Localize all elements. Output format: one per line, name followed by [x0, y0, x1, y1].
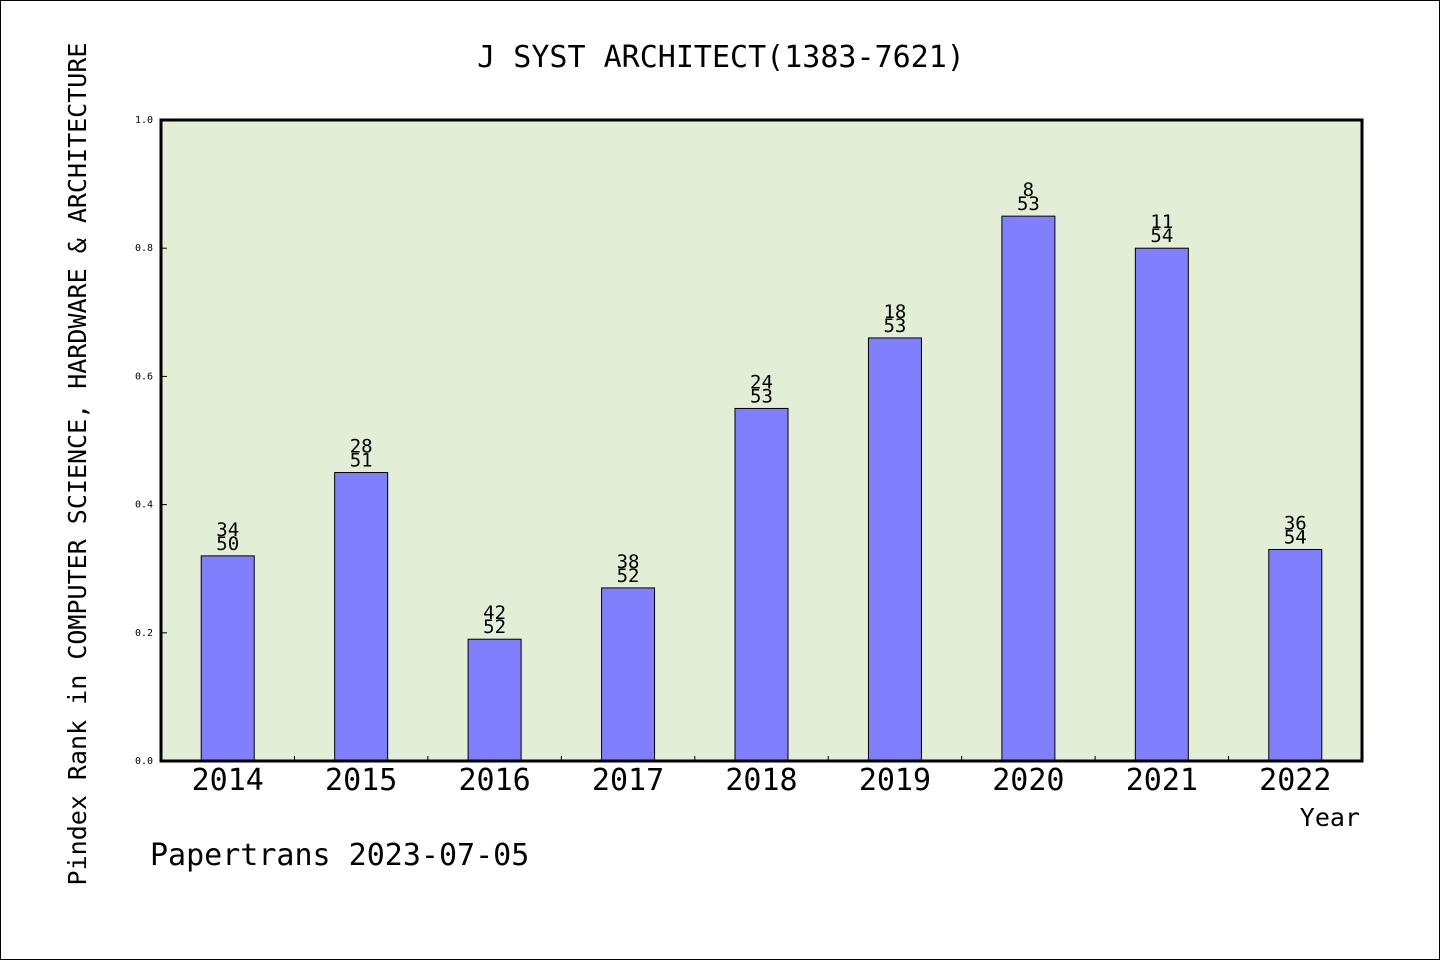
- bar-2014: [200, 555, 255, 762]
- bar-2015: [334, 472, 389, 762]
- bar-total-label-2019: 53: [883, 315, 906, 337]
- bar-rank-label-2018: 24: [750, 371, 773, 393]
- y-tick-label-0.0: 0.0: [135, 756, 153, 767]
- y-tick-label-0.4: 0.4: [135, 500, 153, 511]
- bar-total-label-2020: 53: [1017, 193, 1040, 215]
- x-tick-label-2018: 2018: [725, 763, 797, 798]
- x-tick-label-2020: 2020: [992, 763, 1064, 798]
- y-tick-label-0.8: 0.8: [135, 243, 153, 254]
- x-tick-label-2021: 2021: [1126, 763, 1198, 798]
- y-axis-label: Pindex Rank in COMPUTER SCIENCE, HARDWAR…: [63, 43, 92, 886]
- bar-rank-label-2015: 28: [350, 436, 373, 458]
- x-axis-label: Year: [1300, 803, 1360, 832]
- x-tick-label-2017: 2017: [592, 763, 664, 798]
- bar-group: [200, 215, 1323, 762]
- bar-total-label-2014: 50: [216, 533, 239, 555]
- bar-rank-label-2020: 8: [1023, 179, 1034, 201]
- bar-rank-label-2022: 36: [1284, 512, 1307, 534]
- bar-rank-label-2014: 34: [216, 519, 239, 541]
- bar-total-label-2022: 54: [1284, 526, 1307, 548]
- y-tick-label-1.0: 1.0: [135, 115, 153, 126]
- bar-rank-label-2021: 11: [1150, 211, 1173, 233]
- x-tick-label-2016: 2016: [458, 763, 530, 798]
- y-tick-label-0.2: 0.2: [135, 628, 153, 639]
- bar-total-label-2021: 54: [1150, 225, 1173, 247]
- plot-frame: [159, 118, 1364, 763]
- x-tick-label-2022: 2022: [1259, 763, 1331, 798]
- footer-credit: Papertrans 2023-07-05: [150, 838, 529, 873]
- bar-2017: [601, 587, 656, 762]
- bar-total-label-2017: 52: [617, 565, 640, 587]
- bar-2021: [1134, 247, 1189, 762]
- chart-title: J SYST ARCHITECT(1383-7621): [477, 40, 965, 75]
- bar-2019: [867, 337, 922, 762]
- x-tick-label-2014: 2014: [192, 763, 264, 798]
- x-tick-label-2019: 2019: [859, 763, 931, 798]
- bar-2022: [1268, 548, 1323, 762]
- bar-2020: [1001, 215, 1056, 762]
- bar-rank-label-2017: 38: [617, 551, 640, 573]
- bar-total-label-2015: 51: [350, 450, 373, 472]
- bar-2016: [467, 638, 522, 762]
- bar-total-label-2016: 52: [483, 616, 506, 638]
- bar-rank-label-2016: 42: [483, 602, 506, 624]
- x-axis-ticks: 2014 2015 2016 2017 2018 2019 2020 2021 2022: [192, 756, 1331, 798]
- bar-rank-label-2019: 18: [883, 301, 906, 323]
- bar-2018: [734, 407, 789, 762]
- x-tick-label-2015: 2015: [325, 763, 397, 798]
- bar-total-label-2018: 53: [750, 385, 773, 407]
- y-tick-label-0.6: 0.6: [135, 371, 153, 382]
